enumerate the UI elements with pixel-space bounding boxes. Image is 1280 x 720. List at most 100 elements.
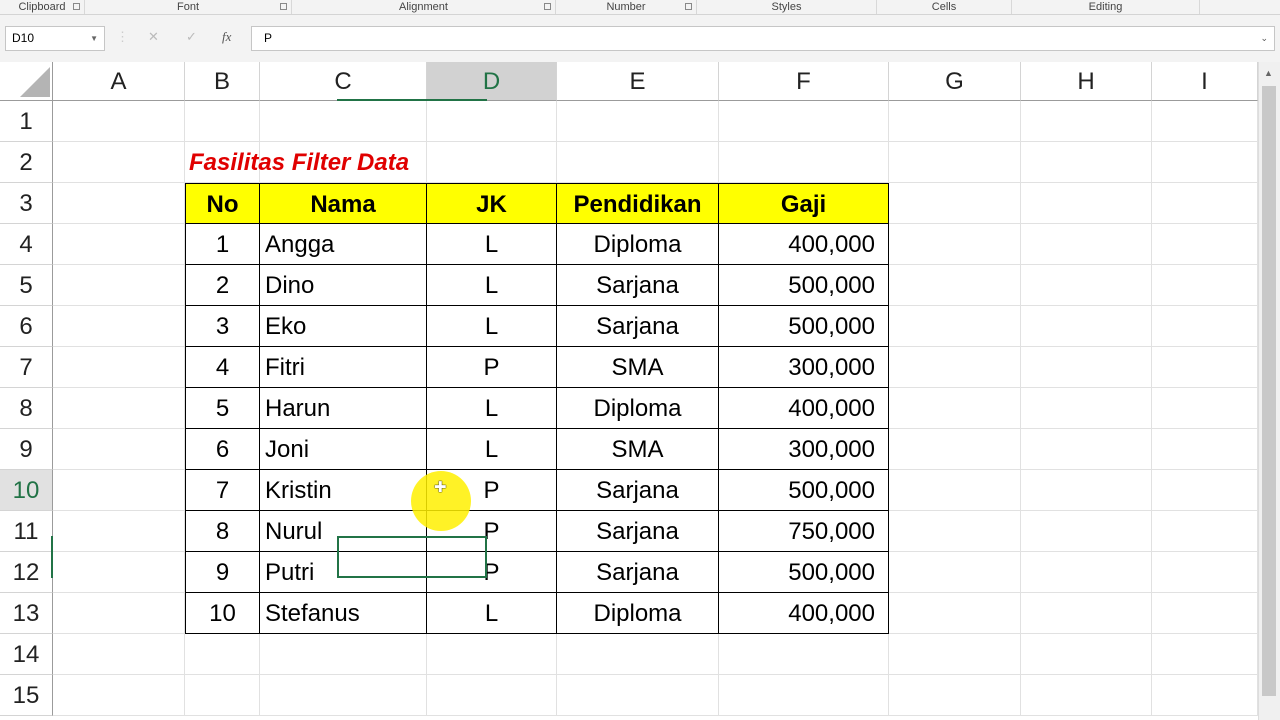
table-cell[interactable]: SMA — [557, 347, 719, 388]
cell[interactable] — [53, 634, 185, 675]
cell[interactable] — [53, 470, 185, 511]
table-cell[interactable]: L — [427, 593, 557, 634]
cell[interactable] — [557, 675, 719, 716]
cell[interactable] — [889, 593, 1021, 634]
cell[interactable] — [427, 142, 557, 183]
cell[interactable] — [719, 101, 889, 142]
table-cell[interactable]: Fitri — [260, 347, 427, 388]
table-cell[interactable]: SMA — [557, 429, 719, 470]
cell[interactable] — [260, 634, 427, 675]
cell[interactable] — [260, 101, 427, 142]
cell[interactable] — [1021, 675, 1152, 716]
cell[interactable] — [53, 101, 185, 142]
cell[interactable] — [1021, 634, 1152, 675]
dialog-launcher-icon[interactable] — [280, 3, 287, 10]
table-cell[interactable]: 9 — [185, 552, 260, 593]
cell[interactable] — [427, 675, 557, 716]
row-header-7[interactable]: 7 — [0, 347, 53, 388]
cell[interactable] — [1152, 470, 1258, 511]
cell[interactable] — [53, 347, 185, 388]
cell[interactable] — [1152, 429, 1258, 470]
table-cell[interactable]: 300,000 — [719, 347, 889, 388]
cell[interactable] — [889, 306, 1021, 347]
row-header-3[interactable]: 3 — [0, 183, 53, 224]
cancel-icon[interactable]: ✕ — [148, 29, 159, 44]
cell[interactable] — [1152, 224, 1258, 265]
cell[interactable] — [1152, 101, 1258, 142]
table-cell[interactable]: Nurul — [260, 511, 427, 552]
select-all-button[interactable] — [0, 62, 53, 101]
cell[interactable] — [1021, 306, 1152, 347]
cell[interactable] — [557, 142, 719, 183]
dialog-launcher-icon[interactable] — [685, 3, 692, 10]
table-cell[interactable]: 500,000 — [719, 552, 889, 593]
cell[interactable] — [719, 634, 889, 675]
cell[interactable] — [889, 388, 1021, 429]
row-header-8[interactable]: 8 — [0, 388, 53, 429]
row-header-10[interactable]: 10 — [0, 470, 53, 511]
table-cell[interactable]: 750,000 — [719, 511, 889, 552]
cell[interactable] — [557, 101, 719, 142]
sheet-title[interactable]: Fasilitas Filter Data — [189, 149, 410, 176]
row-header-1[interactable]: 1 — [0, 101, 53, 142]
cell[interactable] — [1152, 511, 1258, 552]
cell[interactable] — [185, 634, 260, 675]
row-header-12[interactable]: 12 — [0, 552, 53, 593]
table-header-gaji[interactable]: Gaji — [719, 183, 889, 224]
table-cell[interactable]: Angga — [260, 224, 427, 265]
cell[interactable] — [185, 675, 260, 716]
table-cell[interactable]: 500,000 — [719, 470, 889, 511]
row-header-5[interactable]: 5 — [0, 265, 53, 306]
cell[interactable] — [889, 429, 1021, 470]
cell[interactable] — [185, 101, 260, 142]
cell[interactable] — [53, 552, 185, 593]
cell[interactable] — [185, 142, 260, 183]
table-cell[interactable]: 400,000 — [719, 224, 889, 265]
column-header-d[interactable]: D — [427, 62, 557, 101]
cell[interactable] — [260, 142, 427, 183]
cell[interactable] — [1021, 470, 1152, 511]
worksheet-grid[interactable]: A B C D E F G H I 1 2 3 4 5 6 7 8 9 10 11 12 13 14 15 Fasilitas … — [0, 62, 1258, 720]
column-header-f[interactable]: F — [719, 62, 889, 101]
row-header-2[interactable]: 2 — [0, 142, 53, 183]
cell[interactable] — [1021, 183, 1152, 224]
cell[interactable] — [889, 552, 1021, 593]
table-cell[interactable]: Putri — [260, 552, 427, 593]
table-cell[interactable]: L — [427, 265, 557, 306]
dialog-launcher-icon[interactable] — [544, 3, 551, 10]
cell[interactable] — [1152, 593, 1258, 634]
cell[interactable] — [889, 101, 1021, 142]
cell[interactable] — [1152, 347, 1258, 388]
dialog-launcher-icon[interactable] — [73, 3, 80, 10]
table-cell[interactable]: 6 — [185, 429, 260, 470]
cell[interactable] — [1021, 429, 1152, 470]
cell[interactable] — [889, 142, 1021, 183]
table-cell[interactable]: Joni — [260, 429, 427, 470]
table-cell[interactable]: 1 — [185, 224, 260, 265]
cell[interactable] — [889, 511, 1021, 552]
cell[interactable] — [53, 511, 185, 552]
cell[interactable] — [889, 265, 1021, 306]
row-header-9[interactable]: 9 — [0, 429, 53, 470]
cell[interactable] — [719, 142, 889, 183]
column-header-e[interactable]: E — [557, 62, 719, 101]
cell[interactable] — [889, 634, 1021, 675]
table-cell[interactable]: 2 — [185, 265, 260, 306]
chevron-down-icon[interactable]: ▼ — [90, 34, 98, 43]
cell[interactable] — [1021, 388, 1152, 429]
table-cell[interactable]: 3 — [185, 306, 260, 347]
table-cell[interactable]: 4 — [185, 347, 260, 388]
row-header-6[interactable]: 6 — [0, 306, 53, 347]
table-cell[interactable]: 500,000 — [719, 306, 889, 347]
table-cell[interactable]: Diploma — [557, 593, 719, 634]
cell[interactable] — [1021, 101, 1152, 142]
insert-function-icon[interactable]: fx — [222, 29, 232, 44]
row-header-4[interactable]: 4 — [0, 224, 53, 265]
cell[interactable] — [1152, 552, 1258, 593]
cell[interactable] — [260, 675, 427, 716]
vertical-scrollbar[interactable]: ▲ — [1258, 62, 1280, 720]
cell[interactable] — [1152, 306, 1258, 347]
cell[interactable] — [53, 429, 185, 470]
table-cell[interactable]: P — [427, 470, 557, 511]
cell[interactable] — [53, 183, 185, 224]
